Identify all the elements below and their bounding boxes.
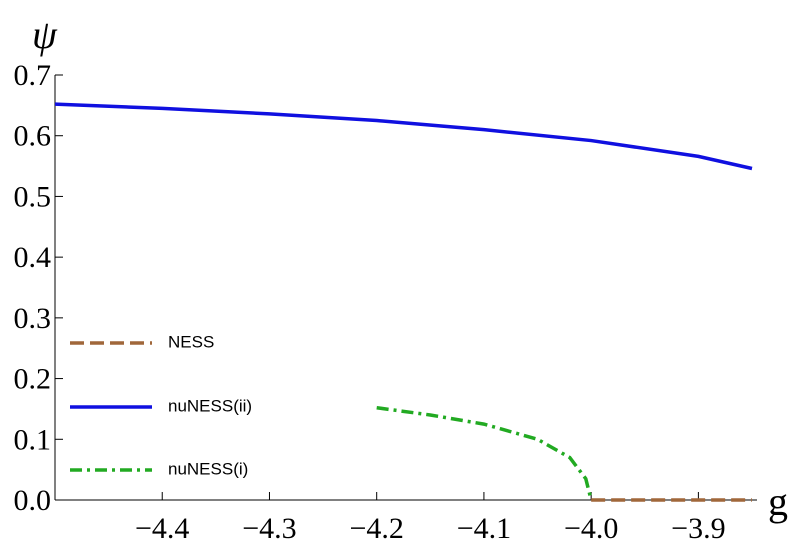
y-tick-label: 0.0	[14, 484, 52, 517]
series-line	[376, 405, 593, 501]
legend-label: nuNESS(i)	[168, 459, 248, 478]
series-line	[54, 102, 753, 171]
legend-label: nuNESS(ii)	[168, 396, 252, 415]
y-tick-label: 0.3	[14, 302, 52, 335]
x-tick-label: −4.1	[457, 512, 511, 545]
y-tick-label: 0.2	[14, 363, 52, 396]
y-tick-label: 0.5	[14, 180, 52, 213]
x-tick-label: −4.2	[349, 512, 403, 545]
x-tick-label: −4.3	[242, 512, 296, 545]
y-tick-label: 0.4	[14, 241, 52, 274]
y-tick-label: 0.6	[14, 120, 52, 153]
x-tick-label: −4.4	[135, 512, 189, 545]
x-tick-label: −3.9	[671, 512, 725, 545]
x-tick-label: −4.0	[564, 512, 618, 545]
legend-label: NESS	[168, 332, 214, 351]
y-tick-label: 0.7	[14, 59, 52, 92]
y-axis-label: ψ	[32, 12, 58, 57]
y-tick-label: 0.1	[14, 423, 52, 456]
x-axis-label: g	[768, 479, 788, 524]
